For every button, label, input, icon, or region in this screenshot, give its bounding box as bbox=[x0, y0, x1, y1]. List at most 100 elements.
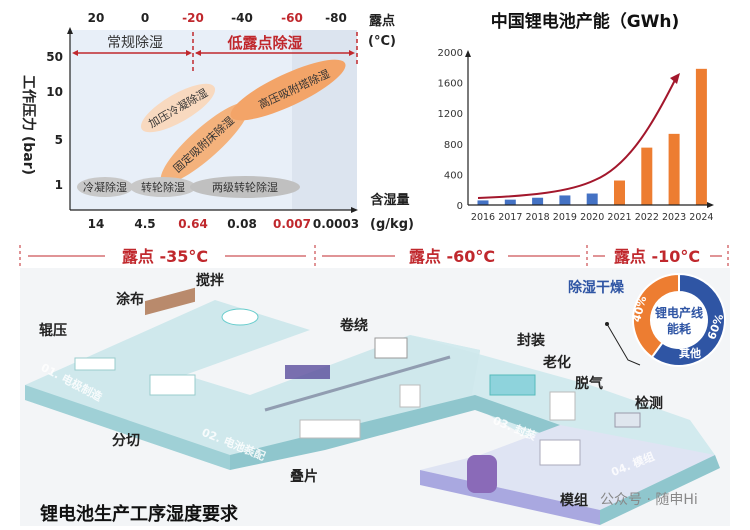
dew-point-label: 露点 -35°C bbox=[122, 247, 208, 266]
top-tick-label: 0 bbox=[141, 11, 149, 25]
arrow-head bbox=[67, 27, 73, 34]
x-tick-label: 0.0003 bbox=[313, 217, 359, 231]
bar-2017 bbox=[504, 199, 516, 205]
donut-center-label: 锂电产线 bbox=[655, 305, 703, 320]
step-slitting: 分切 bbox=[112, 433, 140, 449]
bar-2019 bbox=[559, 195, 571, 205]
capacity-bar-chart: 中国锂电池产能（GWh) 0 400 800 1200 1600 2000 2016 2017… bbox=[438, 11, 714, 223]
dehumidification-chart: 常规除湿 低露点除湿 加压冷凝除湿 固定吸附床除湿 高压吸附塔除湿 冷凝除湿 转… bbox=[20, 11, 414, 232]
tech-ellipse bbox=[190, 176, 300, 198]
y-tick-label: 1 bbox=[55, 178, 63, 192]
bar-2022 bbox=[641, 147, 653, 205]
x-tick-label: 0.64 bbox=[178, 217, 208, 231]
leader-dot bbox=[605, 322, 609, 326]
x-tick-label: 4.5 bbox=[134, 217, 155, 231]
step-packaging: 封装 bbox=[517, 333, 545, 349]
roller-equipment bbox=[74, 357, 116, 371]
tech-ellipse bbox=[77, 177, 133, 197]
stacking-equipment bbox=[299, 419, 361, 439]
arrow-head bbox=[349, 50, 355, 56]
tech-label: 冷凝除湿 bbox=[83, 180, 127, 194]
donut-center-label: 能耗 bbox=[667, 321, 691, 336]
bar-2016 bbox=[477, 200, 489, 205]
x-tick-label: 0.08 bbox=[227, 217, 257, 231]
top-tick-label: -60 bbox=[281, 11, 303, 25]
x-tick-label: 2021 bbox=[607, 212, 631, 223]
arrow-head bbox=[195, 50, 201, 56]
donut-slice bbox=[650, 272, 726, 367]
donut-hole bbox=[652, 293, 706, 347]
tech-label: 两级转轮除湿 bbox=[212, 180, 278, 194]
bar-2020 bbox=[586, 193, 598, 205]
top-axis-label: 露点 bbox=[369, 13, 395, 29]
x-tick-label: 2023 bbox=[662, 212, 686, 223]
y-tick-label: 2000 bbox=[438, 48, 463, 59]
step-mixing: 搅拌 bbox=[196, 273, 224, 289]
donut-slice bbox=[632, 272, 680, 359]
y-tick-label: 50 bbox=[46, 50, 63, 64]
dehumidify-label: 除湿干燥 bbox=[568, 279, 625, 296]
region-label: 低露点除湿 bbox=[226, 34, 302, 52]
step-rolling: 辊压 bbox=[39, 323, 67, 339]
platform-side bbox=[600, 455, 720, 525]
arrow-head bbox=[72, 50, 78, 56]
stacking-frame bbox=[399, 384, 421, 408]
degassing-equipment bbox=[549, 391, 576, 421]
packaging-equipment bbox=[489, 374, 536, 396]
energy-donut bbox=[632, 272, 726, 367]
y-tick-label: 5 bbox=[55, 133, 63, 147]
process-title: 锂电池生产工序湿度要求 bbox=[40, 503, 239, 525]
y-tick-label: 0 bbox=[457, 201, 463, 212]
tech-ellipse bbox=[230, 59, 346, 121]
coater-equipment bbox=[145, 287, 195, 316]
platform-side bbox=[475, 395, 560, 440]
chart-title: 中国锂电池产能（GWh) bbox=[491, 11, 680, 32]
y-tick-label: 800 bbox=[444, 140, 463, 151]
conveyor-line bbox=[264, 355, 451, 412]
tech-ellipse bbox=[140, 83, 216, 133]
y-tick-label: 1200 bbox=[438, 109, 463, 120]
top-tick-label: -80 bbox=[325, 11, 347, 25]
watermark: 公众号 · 随申Hi bbox=[600, 492, 698, 508]
arrow-head bbox=[465, 50, 471, 57]
x-tick-label: 2017 bbox=[498, 212, 522, 223]
x-axis-label: 含湿量 bbox=[369, 192, 409, 208]
mixer-equipment bbox=[221, 308, 259, 326]
x-tick-label: 2019 bbox=[553, 212, 577, 223]
bar-2018 bbox=[532, 197, 544, 205]
slice-label: 其他 bbox=[679, 346, 701, 360]
arrow-head bbox=[351, 207, 358, 213]
top-tick-label: 20 bbox=[88, 11, 105, 25]
y-axis-label: 工作压力 (bar) bbox=[20, 75, 37, 175]
bar-2021 bbox=[614, 180, 625, 205]
y-tick-label: 1600 bbox=[438, 79, 463, 90]
x-tick-label: 2022 bbox=[635, 212, 659, 223]
x-tick-label: 2024 bbox=[689, 212, 713, 223]
arrow-head bbox=[707, 202, 714, 208]
platform-side bbox=[420, 470, 600, 525]
leader-line bbox=[606, 323, 641, 366]
top-tick-label: -20 bbox=[182, 11, 204, 25]
step-module: 模组 bbox=[560, 493, 588, 509]
x-tick-label: 2016 bbox=[471, 212, 495, 223]
platform-side bbox=[25, 385, 230, 470]
platform-floor bbox=[420, 425, 715, 510]
step-inspection: 检测 bbox=[635, 396, 663, 412]
process-illustration: 露点 -35°C 露点 -60°C 露点 -10°C 锂电产线 能耗 除湿干燥 … bbox=[19, 245, 730, 526]
step-coating: 涂布 bbox=[116, 292, 144, 308]
slitter-equipment bbox=[149, 374, 196, 396]
dew-point-label: 露点 -60°C bbox=[409, 247, 495, 266]
y-tick-label: 400 bbox=[444, 170, 463, 181]
tech-label: 转轮除湿 bbox=[141, 180, 185, 194]
region-label: 常规除湿 bbox=[107, 35, 163, 51]
tech-ellipse bbox=[130, 177, 196, 197]
module-cylinder bbox=[467, 455, 497, 493]
arrow-head bbox=[186, 50, 192, 56]
arrow-head bbox=[670, 73, 680, 84]
module-equipment bbox=[539, 439, 581, 466]
inspection-equipment bbox=[614, 412, 641, 428]
step-stacking: 叠片 bbox=[290, 469, 318, 485]
bar-2023 bbox=[668, 133, 680, 205]
trend-arrow bbox=[477, 77, 677, 199]
